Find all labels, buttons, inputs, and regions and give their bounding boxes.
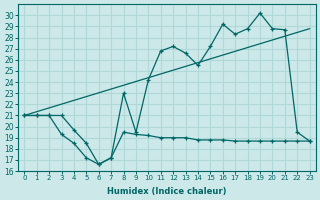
X-axis label: Humidex (Indice chaleur): Humidex (Indice chaleur)	[107, 187, 227, 196]
